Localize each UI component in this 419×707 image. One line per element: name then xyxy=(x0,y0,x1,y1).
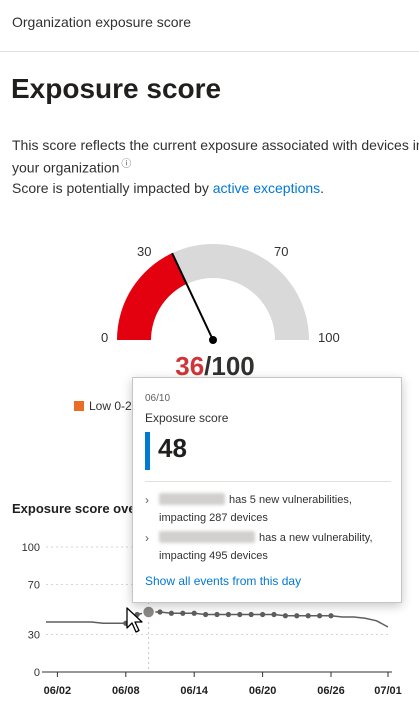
data-point xyxy=(168,610,174,616)
description-prefix: Score is potentially impacted by xyxy=(12,179,213,196)
description-line-1: This score reflects the current exposure… xyxy=(12,137,419,153)
data-point xyxy=(294,613,300,619)
redacted-software-name xyxy=(159,493,225,505)
tooltip-divider xyxy=(145,481,391,482)
info-icon[interactable]: ⓘ xyxy=(121,159,132,170)
x-tick-label: 06/08 xyxy=(112,685,140,697)
x-tick-label: 06/20 xyxy=(249,685,277,697)
panel-header: Organization exposure score xyxy=(0,0,419,52)
gauge-min-label: 0 xyxy=(101,330,109,345)
highlighted-data-point xyxy=(141,605,156,619)
gauge-tick-30-label: 30 xyxy=(137,244,152,259)
data-point xyxy=(191,610,197,616)
data-point xyxy=(214,611,220,618)
y-tick-label: 30 xyxy=(28,630,40,642)
score-max: /100 xyxy=(204,351,255,381)
data-point xyxy=(282,613,288,619)
description-line-3: Score is potentially impacted by active … xyxy=(12,178,419,198)
data-point xyxy=(305,613,311,619)
data-point xyxy=(260,611,266,618)
active-exceptions-link[interactable]: active exceptions xyxy=(212,179,321,196)
data-point xyxy=(271,611,277,618)
event-2-text: has a new vulnerability, xyxy=(259,532,373,544)
chevron-right-icon[interactable]: › xyxy=(145,493,149,507)
panel-title: Organization exposure score xyxy=(12,14,191,30)
event-2-impact: impacting 495 devices xyxy=(159,550,268,562)
x-tick-label: 06/14 xyxy=(180,685,208,697)
description-line-2: your organization ⓘ xyxy=(12,155,419,178)
gauge-needle xyxy=(171,252,214,341)
score-current: 36 xyxy=(175,351,205,381)
gauge-max-label: 100 xyxy=(318,330,340,345)
data-point xyxy=(180,610,186,616)
data-point xyxy=(237,611,243,618)
tooltip-label: Exposure score xyxy=(145,411,229,425)
mouse-cursor-icon xyxy=(126,607,143,633)
chevron-right-icon[interactable]: › xyxy=(145,531,149,545)
data-point xyxy=(248,611,254,618)
description-suffix: . xyxy=(320,179,325,196)
tooltip-event-1[interactable]: › has 5 new vulnerabilities, impacting 2… xyxy=(145,491,395,527)
y-tick-label: 100 xyxy=(22,542,40,554)
tooltip-date: 06/10 xyxy=(145,393,171,404)
chart-tooltip: 06/10 Exposure score 48 › has 5 new vuln… xyxy=(132,377,402,603)
gauge-fill xyxy=(117,253,187,340)
event-1-impact: impacting 287 devices xyxy=(159,512,268,524)
exposure-gauge xyxy=(117,244,309,344)
x-tick-label: 07/01 xyxy=(374,685,402,697)
tooltip-event-2[interactable]: › has a new vulnerability, impacting 495… xyxy=(145,529,395,565)
chart-title: Exposure score ove xyxy=(12,501,136,516)
data-point xyxy=(225,611,231,618)
x-tick-label: 06/02 xyxy=(44,685,72,697)
gauge-legend: Low 0-2 xyxy=(74,399,132,413)
redacted-software-name xyxy=(159,531,255,543)
tooltip-score-value: 48 xyxy=(158,433,187,463)
event-1-text: has 5 new vulnerabilities, xyxy=(229,494,352,506)
legend-swatch-low xyxy=(74,401,84,411)
y-tick-label: 70 xyxy=(28,580,40,592)
x-tick-label: 06/26 xyxy=(317,685,345,697)
data-point xyxy=(157,609,163,615)
data-point xyxy=(317,613,323,619)
score-description: This score reflects the current exposure… xyxy=(12,135,419,198)
y-tick-label: 0 xyxy=(34,667,40,679)
gauge-needle-pivot xyxy=(209,336,217,344)
page-title: Exposure score xyxy=(11,73,222,104)
gauge-tick-70-label: 70 xyxy=(274,244,289,259)
description-line-2-text: your organization xyxy=(12,159,120,176)
data-point xyxy=(328,613,334,619)
tooltip-accent-bar xyxy=(145,432,150,470)
data-point xyxy=(203,611,209,618)
show-all-events-link[interactable]: Show all events from this day xyxy=(145,574,302,588)
exposure-score-value: 36/100 xyxy=(0,351,419,382)
legend-label-low: Low 0-2 xyxy=(89,399,132,413)
